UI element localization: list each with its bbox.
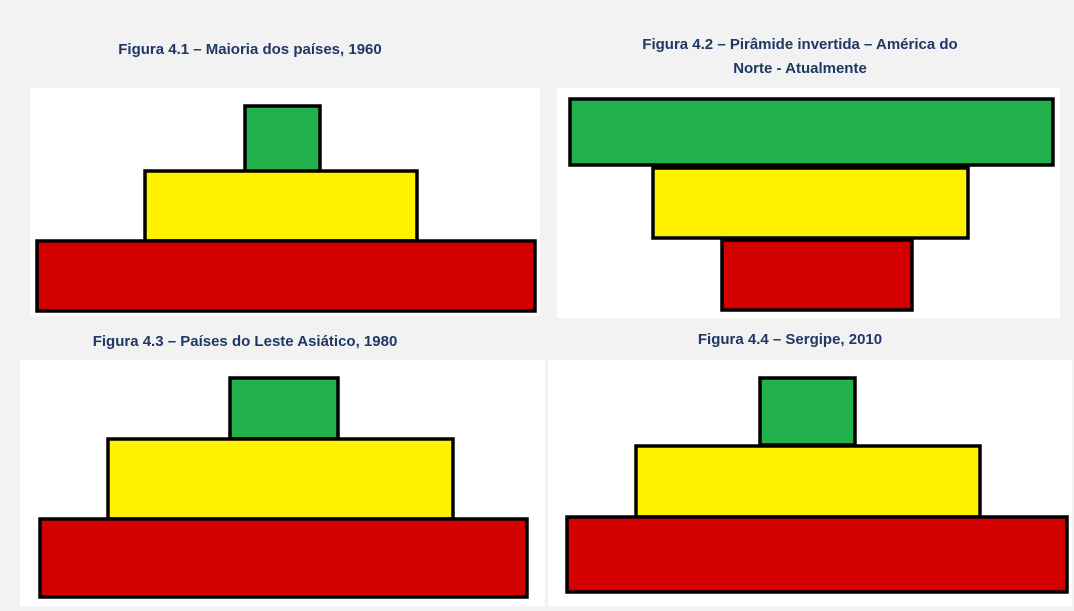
top-tier xyxy=(758,376,857,447)
figure-title: Figura 4.3 – Países do Leste Asiático, 1… xyxy=(93,333,398,350)
base-tier xyxy=(38,517,529,599)
base-tier xyxy=(565,515,1069,594)
middle-tier xyxy=(634,444,982,519)
base-tier xyxy=(720,238,914,312)
middle-tier xyxy=(651,166,970,240)
top-tier xyxy=(243,104,322,174)
figure-title: Figura 4.2 – Pirâmide invertida – Améric… xyxy=(642,36,957,53)
middle-tier xyxy=(106,437,455,521)
figure-title: Figura 4.1 – Maioria dos países, 1960 xyxy=(118,41,381,58)
top-tier xyxy=(228,376,340,441)
figure-title: Norte - Atualmente xyxy=(733,60,867,77)
figure-title: Figura 4.4 – Sergipe, 2010 xyxy=(698,331,882,348)
top-tier xyxy=(568,97,1055,167)
middle-tier xyxy=(143,169,419,243)
base-tier xyxy=(35,239,537,313)
